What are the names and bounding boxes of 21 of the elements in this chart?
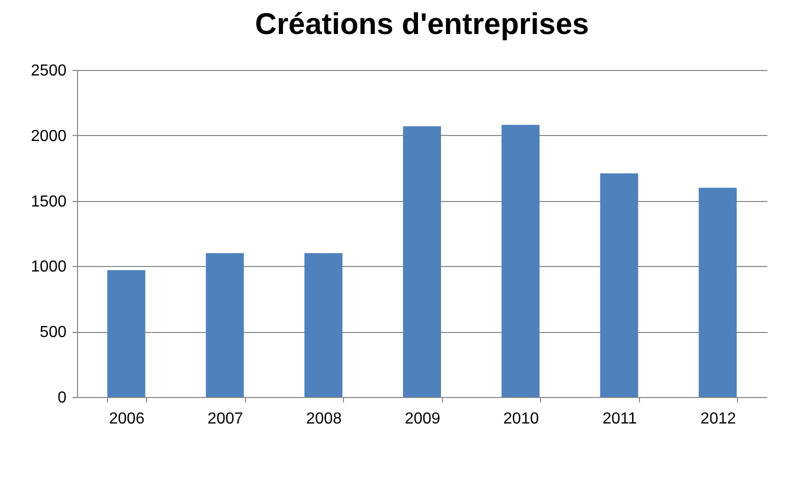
y-tick-label: 500 — [40, 324, 67, 342]
bar — [698, 188, 737, 397]
bar — [107, 270, 146, 397]
chart-title: Créations d'entreprises — [255, 8, 589, 41]
bar — [403, 126, 441, 397]
x-tick-label: 2007 — [208, 410, 244, 428]
bar — [600, 173, 638, 397]
x-tick-label: 2012 — [700, 410, 736, 428]
y-tick-label: 2000 — [30, 128, 67, 145]
x-tick-label: 2008 — [306, 410, 342, 428]
bar — [206, 253, 244, 397]
y-tick-label: 2500 — [30, 62, 67, 80]
y-tick-label: 0 — [58, 390, 67, 406]
y-tick-label: 1500 — [30, 193, 67, 210]
x-tick-label: 2009 — [404, 410, 440, 428]
bar — [304, 253, 342, 397]
x-tick-label: 2006 — [108, 410, 145, 428]
y-tick-label: 1000 — [30, 258, 67, 276]
bar — [502, 124, 540, 397]
x-tick-label: 2010 — [503, 410, 539, 428]
x-tick-label: 2011 — [602, 410, 637, 428]
